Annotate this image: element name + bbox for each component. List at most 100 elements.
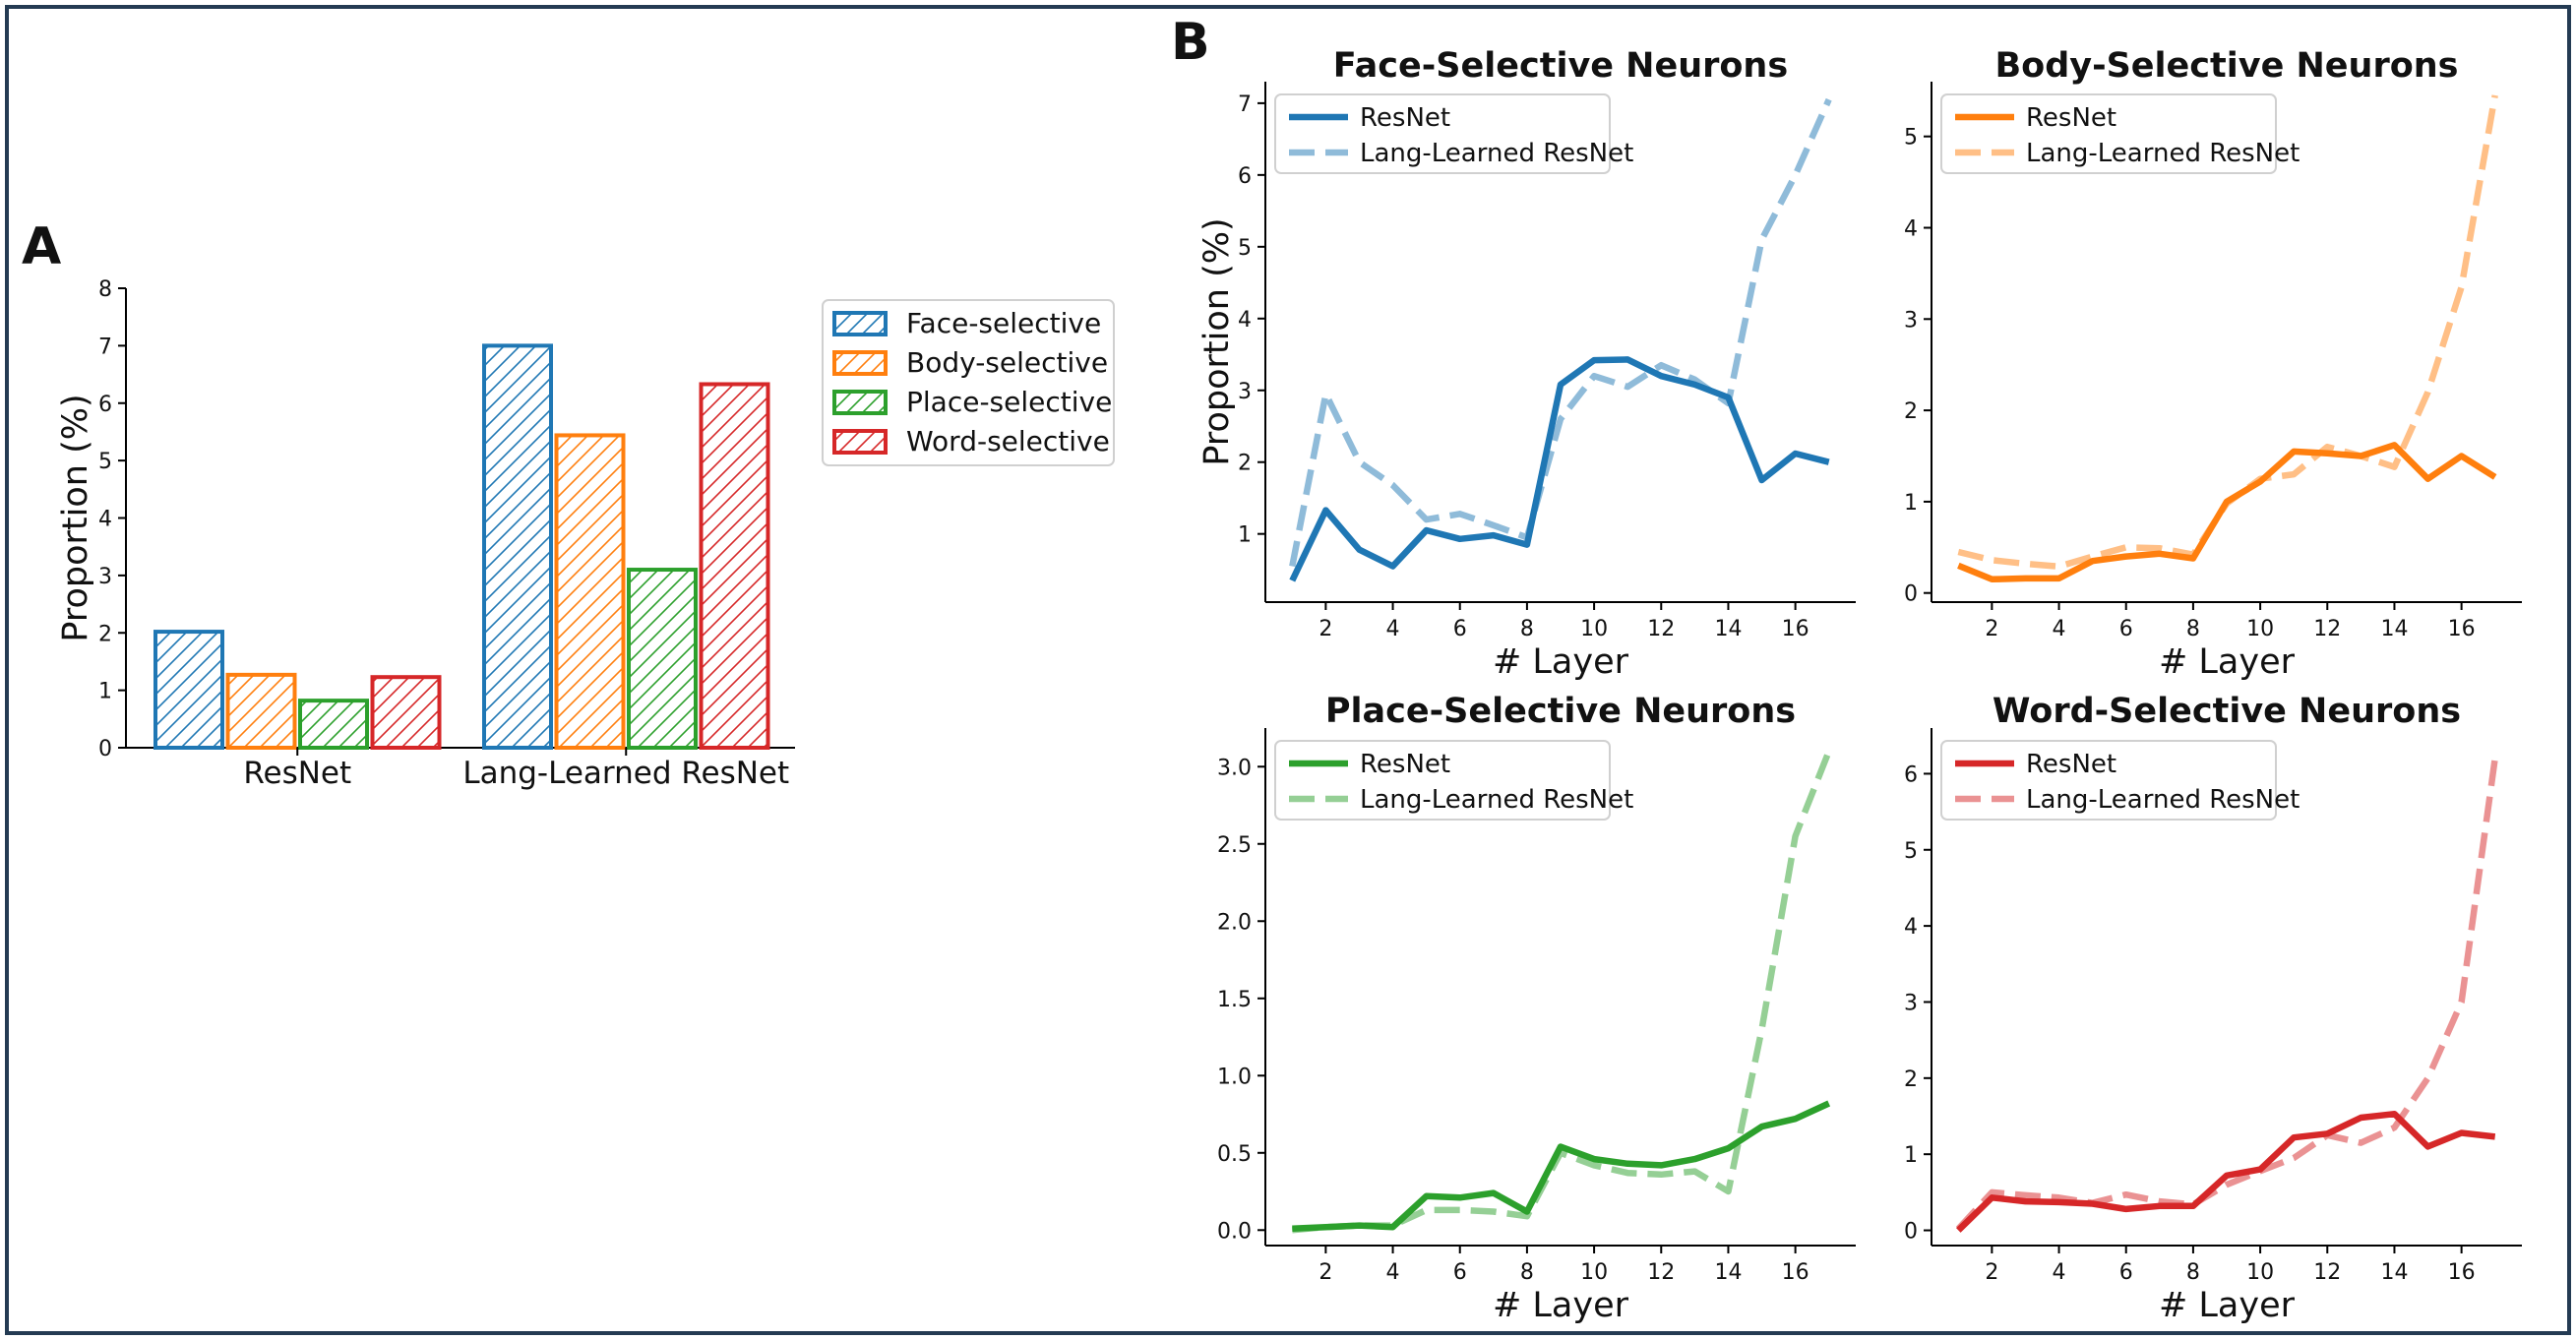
series-line-word-lang-learned <box>1955 758 2498 1232</box>
legend-swatch-body <box>832 350 888 376</box>
panel-b-letter: B <box>1171 13 1210 72</box>
legend-label-lang-learned: Lang-Learned ResNet <box>2026 785 2300 815</box>
series-line-body-resnet <box>1957 442 2497 583</box>
series-line-face-lang-learned <box>1289 97 1832 568</box>
chart-b3-place-lines: Place-Selective Neurons 0.0 0.5 1.0 1.5 2.0 2.… <box>1217 692 1856 1325</box>
legend-box <box>822 299 1115 466</box>
chart-title-word: Word-Selective Neurons <box>1993 692 2461 731</box>
bar-place-resnet <box>298 699 369 751</box>
bar-word-resnet <box>370 675 442 750</box>
y-tick-label: 0 <box>1904 582 1918 607</box>
legend-swatch-word <box>832 429 888 455</box>
x-tick-label: 4 <box>1386 1260 1400 1285</box>
series-line-place-resnet <box>1292 1100 1831 1232</box>
x-tick-label: 8 <box>2186 617 2200 641</box>
x-tick-label: 14 <box>1714 617 1742 641</box>
x-category-label: Lang-Learned ResNet <box>462 756 789 791</box>
x-axis-label: # Layer <box>1493 1286 1629 1325</box>
bar-face-resnet <box>153 630 224 751</box>
x-tick-label: 14 <box>2380 617 2408 641</box>
y-tick-label: 0.5 <box>1217 1142 1252 1167</box>
y-axis-label: Proportion (%) <box>1197 217 1237 465</box>
x-axis-label: # Layer <box>2159 642 2296 682</box>
legend-swatch-place <box>832 390 888 415</box>
y-tick-label: 3 <box>1904 991 1918 1015</box>
y-tick-label: 4 <box>1904 216 1918 241</box>
y-tick-label: 3.0 <box>1217 756 1252 780</box>
x-tick-label: 14 <box>2380 1260 2408 1285</box>
x-category-label: ResNet <box>243 756 351 791</box>
x-tick-label: 12 <box>1647 617 1675 641</box>
legend-box <box>1274 93 1611 174</box>
y-tick-label: 2 <box>1904 1067 1918 1092</box>
x-tick-label: 8 <box>1520 617 1534 641</box>
series-line-word-resnet <box>1956 1110 2496 1233</box>
x-tick-label: 10 <box>1580 1260 1608 1285</box>
bar-word-lang-learned <box>699 382 770 750</box>
x-tick-label: 6 <box>2119 1260 2133 1285</box>
y-tick-label: 3 <box>1238 380 1252 404</box>
x-tick-label: 12 <box>1647 1260 1675 1285</box>
y-tick-label: 1 <box>1238 523 1252 548</box>
y-tick-label: 4 <box>98 508 112 532</box>
y-tick-label: 7 <box>1238 92 1252 117</box>
y-tick-label: 3 <box>98 565 112 589</box>
legend-label-resnet: ResNet <box>1360 103 1450 133</box>
panel-a-letter: A <box>22 217 61 276</box>
x-tick-label: 2 <box>1985 1260 1998 1285</box>
y-tick-label: 8 <box>98 277 112 302</box>
legend-label-word: Word-selective <box>906 425 1110 457</box>
y-tick-label: 6 <box>98 393 112 417</box>
bar-face-lang-learned <box>482 343 553 750</box>
legend-box <box>1940 93 2277 174</box>
legend-label-resnet: ResNet <box>2026 103 2116 133</box>
x-tick-label: 16 <box>1782 617 1809 641</box>
x-tick-label: 2 <box>1319 617 1332 641</box>
legend-box <box>1274 740 1611 821</box>
series-line-face-resnet <box>1289 356 1830 582</box>
x-tick-label: 14 <box>1714 1260 1742 1285</box>
figure-frame <box>5 5 2571 1335</box>
x-tick-label: 2 <box>1319 1260 1332 1285</box>
x-tick-label: 4 <box>2053 617 2066 641</box>
y-tick-label: 1 <box>1904 1143 1918 1168</box>
x-tick-label: 8 <box>1520 1260 1534 1285</box>
legend-label-place: Place-selective <box>906 386 1112 418</box>
y-tick-label: 5 <box>1238 236 1252 261</box>
x-tick-label: 10 <box>2246 617 2274 641</box>
legend-label-face: Face-selective <box>906 307 1101 339</box>
y-tick-label: 2 <box>1904 399 1918 424</box>
legend-label-resnet: ResNet <box>1360 750 1450 779</box>
y-tick-label: 5 <box>98 450 112 474</box>
legend-label-lang-learned: Lang-Learned ResNet <box>1360 785 1633 815</box>
y-tick-label: 2.5 <box>1217 833 1252 858</box>
bar-body-resnet <box>225 672 297 751</box>
y-tick-label: 0.0 <box>1217 1219 1252 1244</box>
y-tick-label: 5 <box>1904 839 1918 864</box>
legend-box <box>1940 740 2277 821</box>
y-tick-label: 0 <box>1904 1220 1918 1245</box>
chart-title-body: Body-Selective Neurons <box>1994 46 2458 86</box>
y-tick-label: 4 <box>1904 915 1918 940</box>
y-tick-label: 6 <box>1904 762 1918 787</box>
x-tick-label: 6 <box>1453 617 1467 641</box>
x-tick-label: 2 <box>1985 617 1998 641</box>
y-tick-label: 2.0 <box>1217 910 1252 935</box>
y-tick-label: 1 <box>1904 491 1918 516</box>
x-tick-label: 10 <box>1580 617 1608 641</box>
chart-title-place: Place-Selective Neurons <box>1325 692 1796 731</box>
x-tick-label: 16 <box>2448 1260 2476 1285</box>
x-axis-label: # Layer <box>1493 642 1629 682</box>
y-axis-label: Proportion (%) <box>56 394 95 641</box>
y-tick-label: 1.5 <box>1217 988 1252 1012</box>
y-tick-label: 2 <box>1238 452 1252 476</box>
y-tick-label: 5 <box>1904 126 1918 151</box>
x-axis-label: # Layer <box>2159 1286 2296 1325</box>
legend-swatch-face <box>832 311 888 336</box>
x-tick-label: 6 <box>2119 617 2133 641</box>
legend-label-resnet: ResNet <box>2026 750 2116 779</box>
x-tick-label: 16 <box>1782 1260 1809 1285</box>
y-tick-label: 3 <box>1904 308 1918 333</box>
